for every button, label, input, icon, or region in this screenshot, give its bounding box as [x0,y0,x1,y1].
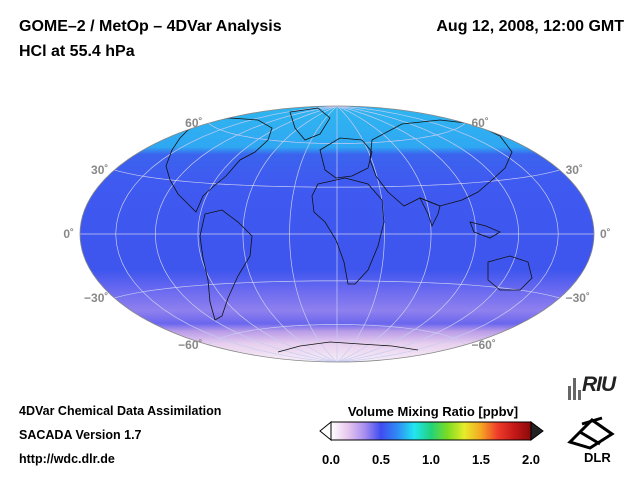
colorbar [319,420,544,442]
world-map: 60˚ 30˚ 0˚ −30˚ −60˚ 60˚ 30˚ 0˚ −30˚ −60˚ [63,105,611,363]
footer-line-2: SACADA Version 1.7 [19,428,142,442]
graticule-meridian [336,106,432,362]
footer-url: http://wdc.dlr.de [19,452,115,466]
graticule-meridian [154,106,338,362]
colorbar-min-arrow [319,420,332,442]
colorbar-tick-label: 0.0 [321,452,341,467]
graticule-meridian [289,106,338,362]
latitude-labels: 60˚ 30˚ 0˚ −30˚ −60˚ 60˚ 30˚ 0˚ −30˚ −60˚ [63,116,610,352]
latitude-label-left: 60˚ [185,116,202,130]
colorbar-tick-label: 1.0 [421,452,441,467]
colorbar-tick-label: 0.5 [371,452,391,467]
graticule [80,106,594,362]
map-subtitle: HCl at 55.4 hPa [19,43,135,60]
latitude-label-right: −30˚ [566,291,590,305]
map-outline [79,105,595,363]
latitude-label-right: −60˚ [472,338,496,352]
dlr-logo-icon [567,416,615,450]
graticule-meridian [242,106,338,362]
map-datetime: Aug 12, 2008, 12:00 GMT [436,18,624,35]
dlr-logo-text: DLR [584,450,611,465]
riu-logo-icon [568,378,581,400]
colorbar-title: Volume Mixing Ratio [ppbv] [347,404,519,419]
colorbar-ramp [330,421,532,441]
graticule-meridian [197,106,338,362]
latitude-label-right: 0˚ [600,227,611,241]
colorbar-max-arrow [530,421,544,441]
latitude-label-left: −60˚ [178,338,202,352]
graticule-meridian [336,106,477,362]
graticule-meridian [336,106,559,362]
latitude-label-left: 30˚ [91,163,108,177]
colorbar-tick-label: 1.5 [471,452,491,467]
colorbar-tick-label: 2.0 [521,452,541,467]
coastlines [165,107,533,353]
riu-logo-text: RIU [582,373,616,396]
latitude-label-left: 0˚ [63,227,74,241]
map-title: GOME–2 / MetOp – 4DVar Analysis [19,18,282,35]
latitude-label-right: 60˚ [472,116,489,130]
footer-line-1: 4DVar Chemical Data Assimilation [19,404,222,418]
graticule-meridian [115,106,338,362]
latitude-label-right: 30˚ [566,163,583,177]
graticule-meridian [336,106,520,362]
latitude-label-left: −30˚ [84,291,108,305]
